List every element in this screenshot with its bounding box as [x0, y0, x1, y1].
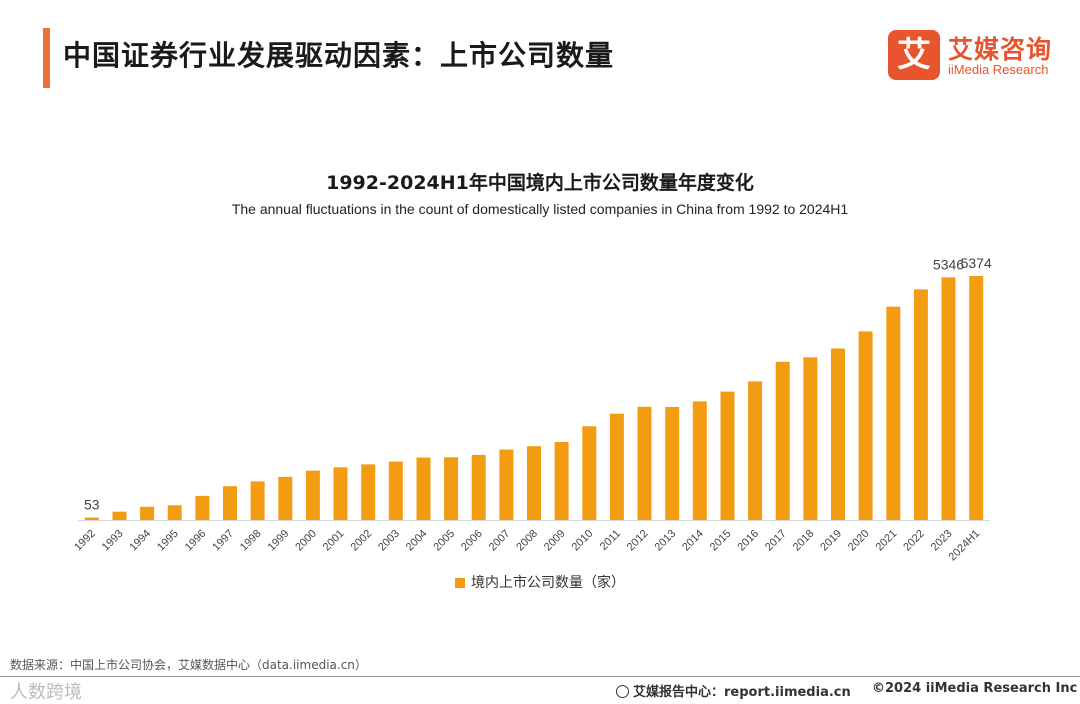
bar-2011 [609, 413, 624, 520]
legend-swatch [455, 578, 465, 588]
bar-2003 [388, 461, 403, 520]
report-center: 艾媒报告中心：report.iimedia.cn [616, 681, 851, 700]
bar-1995 [167, 505, 182, 520]
bar-1998 [250, 481, 265, 520]
tick-label-2009: 2009 [542, 528, 568, 554]
logo-name-cn: 艾媒咨询 [948, 35, 1053, 64]
tick-label-1992: 1992 [72, 528, 98, 554]
bar-2014 [692, 401, 707, 520]
bar-2012 [637, 406, 652, 520]
data-label-2023: 5346 [933, 256, 964, 272]
tick-label-2020: 2020 [846, 528, 872, 554]
tick-label-2024H1: 2024H1 [947, 528, 983, 564]
tick-label-1996: 1996 [183, 528, 209, 554]
tick-label-2021: 2021 [874, 528, 900, 554]
tick-label-1997: 1997 [210, 528, 236, 554]
bar-1996 [195, 495, 210, 520]
bar-2009 [554, 442, 569, 520]
legend: 境内上市公司数量（家） [0, 572, 1080, 592]
bar-2018 [803, 357, 818, 520]
iimedia-logo: 艾 艾媒咨询 iiMedia Research [888, 30, 1068, 82]
bar-2019 [831, 348, 845, 520]
tick-label-2001: 2001 [321, 528, 347, 554]
bar-2004 [416, 457, 431, 520]
bar-2001 [333, 467, 348, 520]
bar-2023 [941, 277, 956, 520]
report-center-text: 艾媒报告中心：report.iimedia.cn [633, 685, 851, 700]
tick-label-1999: 1999 [266, 528, 292, 554]
chart-subtitle: The annual fluctuations in the count of … [231, 201, 849, 217]
bar-2005 [444, 457, 459, 520]
tick-label-2007: 2007 [487, 528, 513, 554]
logo-mark: 艾 [888, 30, 940, 80]
tick-label-2002: 2002 [349, 528, 375, 554]
tick-label-1995: 1995 [155, 528, 181, 554]
copyright: ©2024 iiMedia Research Inc [872, 681, 1078, 696]
bar-1994 [140, 506, 155, 520]
page-title: 中国证券行业发展驱动因素：上市公司数量 [63, 39, 615, 72]
chart-title: 1992-2024H1年中国境内上市公司数量年度变化 [326, 172, 754, 194]
bar-1993 [112, 511, 127, 520]
bar-2024H1 [969, 276, 984, 520]
tick-label-2008: 2008 [514, 528, 540, 554]
tick-label-2016: 2016 [735, 528, 761, 554]
watermark: 人数跨境 [10, 682, 82, 703]
tick-label-2017: 2017 [763, 528, 789, 554]
tick-label-2018: 2018 [791, 528, 817, 554]
bar-2013 [665, 407, 680, 520]
bar-2021 [886, 306, 901, 520]
tick-label-1994: 1994 [127, 528, 153, 554]
bar-1997 [223, 486, 237, 520]
bar-2015 [720, 391, 735, 520]
tick-label-2003: 2003 [376, 528, 402, 554]
footer-divider [0, 676, 1080, 677]
tick-label-2012: 2012 [625, 528, 651, 554]
tick-label-2004: 2004 [404, 528, 430, 554]
tick-label-1998: 1998 [238, 528, 264, 554]
tick-label-1993: 1993 [100, 528, 126, 554]
tick-label-2013: 2013 [653, 528, 679, 554]
tick-label-2022: 2022 [901, 528, 927, 554]
bar-2020 [858, 331, 873, 520]
tick-label-2010: 2010 [570, 528, 596, 554]
bar-2017 [775, 361, 790, 520]
tick-label-2000: 2000 [293, 528, 319, 554]
bar-2008 [527, 446, 541, 520]
bar-2016 [748, 381, 763, 520]
legend-label: 境内上市公司数量（家） [471, 575, 625, 591]
bar-2022 [913, 289, 928, 520]
bar-2010 [582, 426, 597, 520]
logo-name-en: iiMedia Research [948, 62, 1049, 77]
tick-label-2015: 2015 [708, 528, 734, 554]
tick-label-2019: 2019 [818, 528, 844, 554]
globe-icon [616, 685, 629, 698]
bar-2002 [361, 464, 376, 520]
tick-label-2006: 2006 [459, 528, 485, 554]
bar-1999 [278, 476, 293, 520]
tick-label-2005: 2005 [431, 528, 457, 554]
bar-1992 [84, 517, 99, 520]
bar-2007 [499, 449, 514, 520]
bar-2006 [471, 454, 486, 520]
bar-2000 [305, 470, 320, 520]
title-accent-bar [43, 28, 50, 88]
data-label-2024H1: 5374 [961, 255, 992, 271]
data-label-1992: 53 [84, 497, 100, 513]
tick-label-2011: 2011 [598, 528, 623, 553]
source-note: 数据来源：中国上市公司协会，艾媒数据中心（data.iimedia.cn） [10, 658, 367, 672]
tick-label-2014: 2014 [680, 528, 706, 554]
